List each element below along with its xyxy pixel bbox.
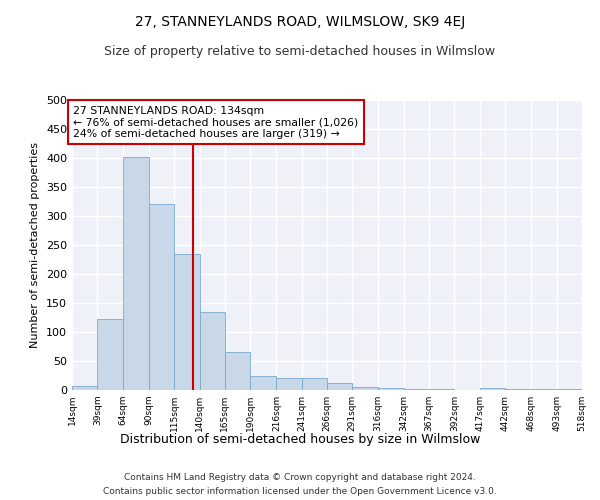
Bar — [122, 157, 149, 390]
Bar — [225, 352, 250, 390]
Text: Distribution of semi-detached houses by size in Wilmslow: Distribution of semi-detached houses by … — [120, 432, 480, 446]
Bar — [302, 378, 327, 390]
Bar — [377, 388, 404, 390]
Bar — [277, 378, 302, 390]
Bar — [174, 254, 199, 390]
Bar — [199, 312, 225, 390]
Y-axis label: Number of semi-detached properties: Number of semi-detached properties — [31, 142, 40, 348]
Text: 27, STANNEYLANDS ROAD, WILMSLOW, SK9 4EJ: 27, STANNEYLANDS ROAD, WILMSLOW, SK9 4EJ — [135, 15, 465, 29]
Text: Contains public sector information licensed under the Open Government Licence v3: Contains public sector information licen… — [103, 488, 497, 496]
Bar — [327, 383, 352, 390]
Bar — [352, 386, 377, 390]
Text: Size of property relative to semi-detached houses in Wilmslow: Size of property relative to semi-detach… — [104, 45, 496, 58]
Bar — [72, 386, 97, 390]
Text: Contains HM Land Registry data © Crown copyright and database right 2024.: Contains HM Land Registry data © Crown c… — [124, 472, 476, 482]
Bar — [250, 376, 277, 390]
Bar — [97, 318, 122, 390]
Text: 27 STANNEYLANDS ROAD: 134sqm
← 76% of semi-detached houses are smaller (1,026)
2: 27 STANNEYLANDS ROAD: 134sqm ← 76% of se… — [73, 106, 358, 139]
Bar — [149, 204, 174, 390]
Bar — [480, 388, 505, 390]
